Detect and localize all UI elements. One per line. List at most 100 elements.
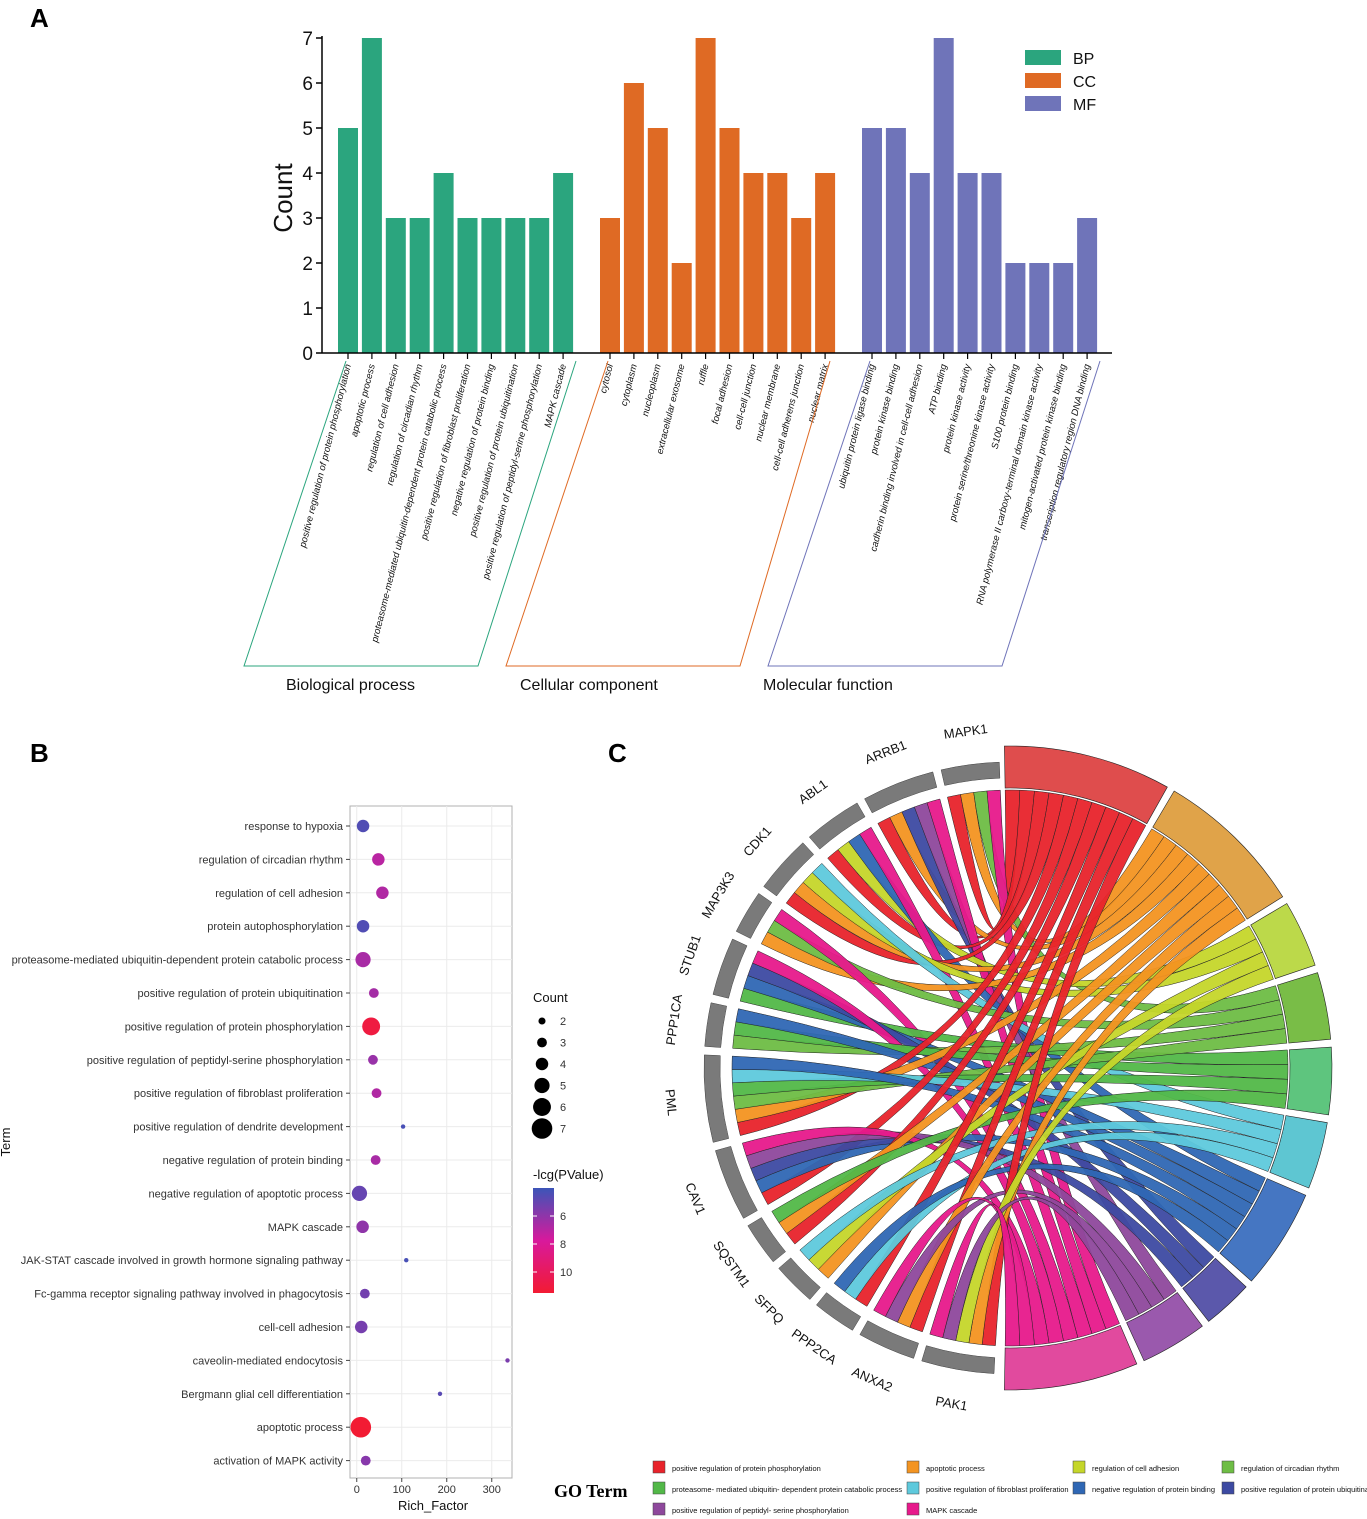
count-legend-label: 2 <box>560 1016 566 1028</box>
chord-gene-arc <box>864 771 938 814</box>
bar-bp <box>361 38 382 353</box>
bar-cc <box>695 38 716 353</box>
count-legend-dot <box>537 1037 547 1048</box>
bar-y-tick-label: 1 <box>302 299 313 320</box>
bar-ylabel: Count <box>268 163 298 233</box>
chord-ribbon <box>885 1189 1153 1323</box>
dot-plot-point <box>368 988 379 998</box>
chord-term-arc <box>1126 1292 1203 1362</box>
pvalue-legend-label: 10 <box>560 1267 572 1279</box>
dot-plot-point <box>404 1258 409 1263</box>
bar-category-labels: positive regulation of protein phosphory… <box>297 362 1093 645</box>
pvalue-legend-title: -lcg(PValue) <box>533 1167 604 1182</box>
dot-plot-term-label: response to hypoxia <box>245 821 344 833</box>
chord-term-arc <box>1152 790 1284 920</box>
chord-gene-label: ABL1 <box>796 776 831 807</box>
dot-plot-x-tick-label: 200 <box>438 1484 456 1496</box>
chord-gene-label: CAV1 <box>682 1180 709 1216</box>
bar-legend-swatch <box>1025 50 1061 65</box>
bar-group-bracket <box>767 360 1101 667</box>
chord-gene-label: MAPK1 <box>943 721 989 742</box>
bar-category-label: cell-cell junction <box>732 363 759 431</box>
bar-mf <box>909 173 930 353</box>
bar-mf <box>1029 263 1050 353</box>
bar-category-label: nucleoplasm <box>640 363 664 417</box>
chord-legend-label: positive regulation of protein phosphory… <box>672 1464 821 1473</box>
dot-plot-term-label: JAK-STAT cascade involved in growth horm… <box>21 1255 344 1267</box>
chord-legend-title: GO Term <box>554 1481 628 1501</box>
count-legend-title: Count <box>533 990 568 1005</box>
panel-c-letter: C <box>608 738 627 768</box>
bar-bp <box>433 173 454 353</box>
count-legend-label: 6 <box>560 1102 566 1114</box>
dot-plot-term-label: positive regulation of peptidyl-serine p… <box>87 1055 343 1067</box>
dot-plot-point <box>400 1124 406 1129</box>
bar-category-label: positive regulation of protein phosphory… <box>297 363 354 550</box>
chord-gene-label: PAK1 <box>934 1393 968 1413</box>
chord-ribbon <box>942 1196 1140 1341</box>
chord-term-arc <box>1250 903 1316 979</box>
dot-plot-point <box>356 919 370 933</box>
dot-plot-term-label: positive regulation of dendrite developm… <box>133 1122 343 1134</box>
chord-gene-label: STUB1 <box>676 933 704 978</box>
count-legend-dot <box>531 1118 553 1139</box>
go-chord-diagram: MAPK1ARRB1ABL1CDK1MAP3K3STUB1PPP1CAPMLCA… <box>554 721 1367 1516</box>
bar-category-label: ATP binding <box>926 362 949 416</box>
bar-group-label: Molecular function <box>763 677 893 694</box>
bar-category-label: apoptotic process <box>349 363 378 438</box>
dot-plot-point <box>368 1054 378 1065</box>
chord-gene-arc <box>712 938 748 999</box>
bar-mf <box>1053 263 1074 353</box>
chord-ribbon <box>873 1197 1035 1347</box>
bar-y-tick-label: 2 <box>302 254 313 275</box>
dot-plot-point <box>362 1017 381 1036</box>
dot-plot-point <box>505 1358 510 1363</box>
dot-plot-grid <box>346 806 512 1478</box>
bar-bp <box>481 218 502 353</box>
chord-gene-label: SQSTM1 <box>710 1238 753 1290</box>
chord-ribbon <box>833 1163 1229 1292</box>
pvalue-legend-label: 6 <box>560 1211 566 1223</box>
chord-gene-arc <box>704 1002 727 1048</box>
bar-bp <box>505 218 526 353</box>
chord-legend-swatch <box>1221 1481 1235 1495</box>
dot-plot-term-labels: response to hypoxia regulation of circadi… <box>12 821 344 1468</box>
count-legend-label: 3 <box>560 1038 566 1050</box>
bar-group-bracket <box>243 360 577 667</box>
chord-gene-label: ANXA2 <box>850 1364 895 1395</box>
dot-plot-term-label: regulation of circadian rhythm <box>199 854 343 866</box>
panel-b-letter: B <box>30 738 49 768</box>
bar-mf <box>981 173 1002 353</box>
chord-gene-label: CDK1 <box>740 823 774 859</box>
dot-plot-point <box>351 1185 368 1201</box>
chord-legend-label: positive regulation of protein ubiquitin… <box>1241 1485 1367 1494</box>
chord-legend-swatch <box>906 1460 920 1474</box>
dot-plot-term-label: cell-cell adhesion <box>259 1322 343 1334</box>
dot-plot-x-tick-label: 100 <box>393 1484 411 1496</box>
chord-gene-arc <box>816 1292 862 1331</box>
chord-legend-swatch <box>652 1460 666 1474</box>
dot-plot-point <box>371 1088 382 1099</box>
count-size-legend: Count 2 3 4 5 6 7 <box>531 990 568 1139</box>
bar-bp <box>409 218 430 353</box>
chord-legend-label: positive regulation of fibroblast prolif… <box>926 1485 1069 1494</box>
dot-plot-point <box>376 886 389 900</box>
bar-mf <box>957 173 978 353</box>
bar-y-tick-label: 6 <box>302 74 313 95</box>
chord-legend-label: proteasome- mediated ubiquitin- dependen… <box>672 1485 902 1494</box>
dot-plot-term-label: apoptotic process <box>257 1422 344 1434</box>
dot-plot-term-label: positive regulation of protein ubiquitin… <box>138 988 343 1000</box>
bar-axes: 0 1 2 3 4 5 6 7 <box>302 29 1112 365</box>
chord-gene-arc <box>808 802 866 850</box>
dot-plot-term-label: negative regulation of protein binding <box>163 1155 343 1167</box>
chord-legend-swatch <box>652 1481 666 1495</box>
bar-bp <box>457 218 478 353</box>
bar-cc <box>791 218 812 353</box>
go-bar-chart: Count 0 1 2 3 4 5 6 7 positive regulation of pr… <box>243 29 1112 694</box>
chord-gene-arc <box>778 1257 821 1300</box>
chord-term-arc <box>1277 972 1332 1044</box>
bar-cc <box>623 83 644 353</box>
dot-plot-term-label: proteasome-mediated ubiquitin-dependent … <box>12 955 344 967</box>
chord-legend-swatch <box>1221 1460 1235 1474</box>
count-legend-label: 5 <box>560 1081 566 1093</box>
